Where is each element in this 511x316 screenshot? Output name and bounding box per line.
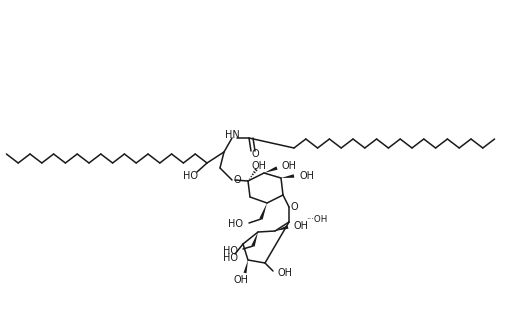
Text: HO: HO (228, 219, 243, 229)
Text: OH: OH (234, 275, 248, 285)
Text: O: O (251, 149, 259, 159)
Polygon shape (260, 203, 267, 220)
Text: O: O (290, 202, 298, 212)
Polygon shape (251, 232, 258, 246)
Text: OH: OH (278, 268, 293, 278)
Polygon shape (275, 225, 289, 231)
Text: HO: HO (182, 171, 197, 181)
Text: OH: OH (252, 161, 267, 171)
Text: O: O (233, 175, 241, 185)
Text: OH: OH (293, 221, 308, 231)
Text: HO: HO (223, 253, 238, 263)
Polygon shape (281, 174, 294, 178)
Text: OH: OH (299, 171, 314, 181)
Text: ···OH: ···OH (306, 215, 328, 223)
Text: OH: OH (282, 161, 297, 171)
Polygon shape (264, 166, 277, 173)
Text: HN: HN (225, 130, 239, 140)
Polygon shape (244, 260, 248, 273)
Text: HO: HO (223, 246, 238, 256)
